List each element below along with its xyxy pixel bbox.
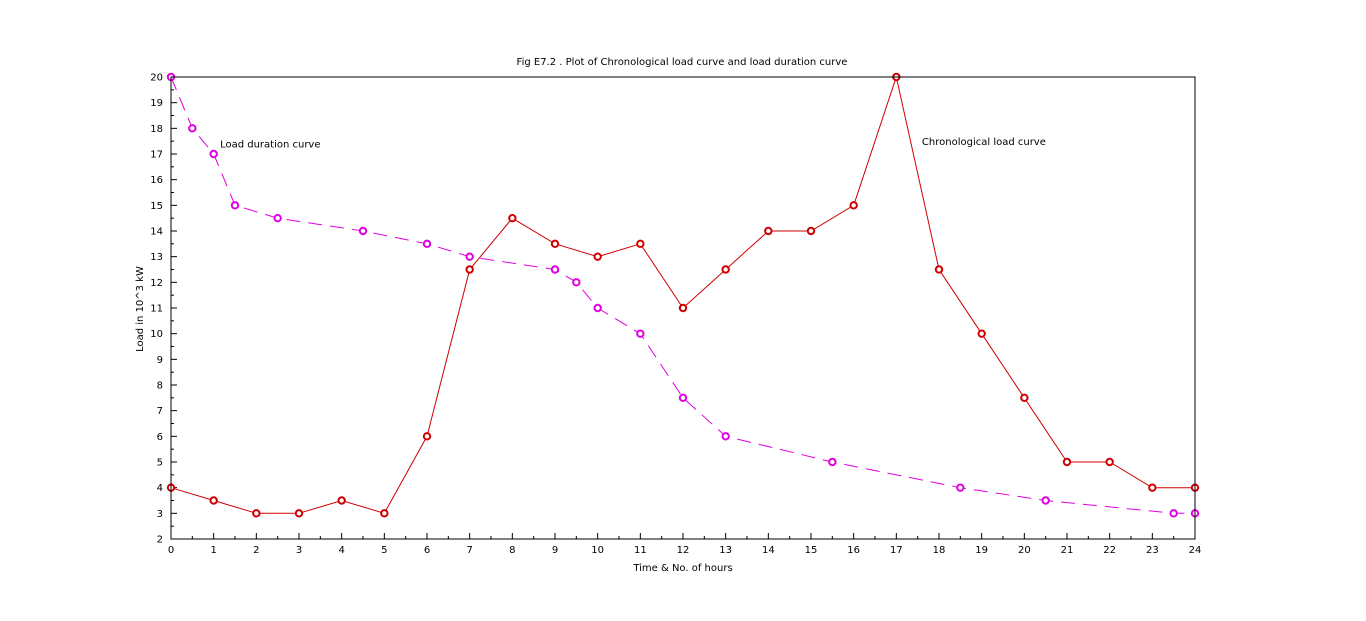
y-tick-label: 19: [150, 98, 163, 109]
y-tick-label: 3: [157, 509, 163, 520]
y-tick-label: 10: [150, 329, 163, 340]
data-point-duration: [465, 252, 474, 261]
data-point-chronological: [721, 265, 730, 274]
x-tick-label: 8: [509, 545, 515, 556]
data-point-chronological: [977, 329, 986, 338]
y-tick-label: 7: [157, 406, 163, 417]
data-point-chronological: [380, 509, 389, 518]
y-tick-label: 15: [150, 201, 163, 212]
data-point-duration: [188, 124, 197, 133]
y-tick-label: 9: [157, 355, 163, 366]
x-tick-label: 11: [634, 545, 647, 556]
chart-annotation: Load duration curve: [220, 140, 320, 151]
x-tick-label: 17: [890, 545, 903, 556]
x-tick-label: 12: [677, 545, 690, 556]
x-tick-label: 9: [552, 545, 558, 556]
x-tick-label: 1: [210, 545, 216, 556]
y-tick-label: 17: [150, 150, 163, 161]
y-tick-label: 13: [150, 252, 163, 263]
data-point-chronological: [252, 509, 261, 518]
x-tick-label: 5: [381, 545, 387, 556]
x-tick-label: 13: [719, 545, 732, 556]
annotation-layer: Load duration curve Chronological load cu…: [220, 137, 1046, 151]
x-tick-label: 6: [424, 545, 430, 556]
x-tick-label: 0: [168, 545, 174, 556]
x-tick-label: 7: [466, 545, 472, 556]
data-point-duration: [593, 303, 602, 313]
data-point-duration: [572, 278, 581, 287]
x-tick-label: 23: [1146, 545, 1159, 556]
chart-annotation: Chronological load curve: [922, 137, 1046, 148]
data-point-chronological: [934, 265, 944, 274]
data-point-chronological: [465, 265, 474, 274]
data-point-duration: [230, 201, 240, 210]
x-tick-label: 18: [933, 545, 946, 556]
x-tick-label: 21: [1061, 545, 1074, 556]
data-point-duration: [209, 149, 218, 159]
data-point-duration: [1169, 509, 1178, 518]
x-tick-label: 14: [762, 545, 775, 556]
data-point-duration: [273, 213, 282, 223]
y-axis-label: Load in 10^3 kW: [135, 266, 146, 352]
data-point-duration: [721, 432, 730, 441]
data-point-chronological: [678, 303, 688, 313]
y-tick-label: 20: [150, 73, 163, 84]
data-point-duration: [1041, 496, 1050, 505]
y-tick-label: 18: [150, 124, 163, 135]
data-point-chronological: [422, 432, 432, 441]
data-point-chronological: [806, 226, 816, 236]
data-point-chronological: [209, 496, 218, 505]
data-point-duration: [678, 393, 688, 403]
x-tick-label: 2: [253, 545, 259, 556]
plot-frame: [170, 76, 1196, 540]
data-point-duration: [358, 226, 368, 236]
data-point-chronological: [764, 226, 773, 236]
data-point-chronological: [1062, 457, 1072, 467]
data-point-chronological: [849, 201, 858, 210]
x-axis-label: Time & No. of hours: [632, 563, 732, 574]
data-point-duration: [636, 329, 645, 338]
y-tick-label: 8: [157, 381, 163, 392]
y-tick-label: 11: [150, 304, 163, 315]
x-tick-label: 22: [1103, 545, 1116, 556]
x-tick-label: 4: [338, 545, 344, 556]
y-tick-label: 4: [157, 483, 163, 494]
y-tick-label: 2: [157, 535, 163, 546]
chart-title: Fig E7.2 . Plot of Chronological load cu…: [517, 57, 848, 68]
x-tick-label: 10: [591, 545, 604, 556]
data-point-chronological: [550, 239, 560, 249]
data-point-chronological: [593, 252, 602, 261]
y-tick-label: 6: [157, 432, 163, 443]
data-point-chronological: [508, 213, 517, 223]
y-tick-label: 5: [157, 458, 163, 469]
x-tick-label: 24: [1189, 545, 1202, 556]
axis-ticks: 0 1 2 3 4 5 6 7 8 9 10 11 12 13 14 15 16 17 18 19 20 21 22 23 24…: [150, 73, 1201, 557]
x-tick-label: 19: [975, 545, 988, 556]
x-tick-label: 3: [296, 545, 302, 556]
data-point-chronological: [636, 239, 645, 249]
data-point-chronological: [337, 496, 346, 505]
data-point-chronological: [1148, 483, 1157, 492]
data-point-chronological: [1020, 393, 1029, 403]
data-point-duration: [956, 483, 965, 492]
data-point-duration: [828, 457, 837, 467]
y-tick-label: 16: [150, 175, 163, 186]
y-tick-label: 14: [150, 227, 163, 238]
series-chronological: [166, 72, 1200, 518]
x-tick-label: 20: [1018, 545, 1031, 556]
x-tick-label: 15: [805, 545, 818, 556]
y-tick-label: 12: [150, 278, 163, 289]
data-point-chronological: [1105, 457, 1114, 467]
data-point-duration: [422, 239, 432, 249]
x-tick-label: 16: [847, 545, 860, 556]
data-point-chronological: [294, 509, 304, 518]
data-point-duration: [550, 265, 560, 274]
